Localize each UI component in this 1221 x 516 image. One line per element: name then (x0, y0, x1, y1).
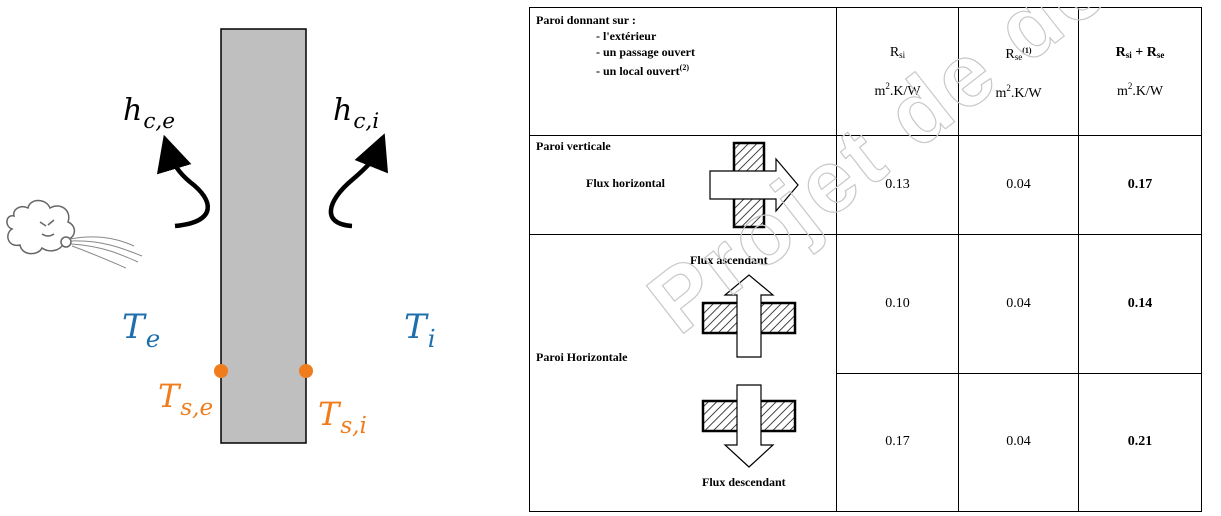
header-rsi-cell: Rsi m2.K/W (836, 7, 959, 136)
horizontal-flux-icon (709, 141, 799, 229)
label-h-ce: hc,e (123, 93, 176, 134)
label-T-se: Ts,e (158, 377, 214, 422)
row-label-paroi-horizontale: Paroi Horizontale (536, 350, 628, 364)
convection-arrow-interior-icon (328, 133, 389, 229)
label-flux-ascendant: Flux ascendant (690, 253, 768, 267)
label-T-si: Ts,i (318, 395, 367, 440)
wind-cloud-icon (6, 199, 143, 269)
value-asc-rsi: 0.10 (836, 234, 959, 374)
label-flux-descendant: Flux descendant (702, 475, 786, 489)
value-asc-sum: 0.14 (1078, 234, 1202, 374)
value-desc-rse: 0.04 (958, 372, 1079, 512)
label-h-ci: hc,i (333, 93, 380, 134)
descending-flux-icon (701, 384, 797, 468)
table-row-vertical: Paroi verticale Flux horizontal 0.13 0.0… (529, 135, 1202, 235)
ascending-flux-icon (701, 274, 797, 358)
table-row-descendant: 0.17 0.04 0.21 (530, 372, 1202, 512)
resistance-table: Paroi donnant sur : - l'extérieur - un p… (529, 7, 1202, 512)
header-sum-cell: Rsi + Rse m2.K/W (1078, 7, 1202, 136)
header-option-exterieur: - l'extérieur (596, 29, 657, 43)
wall (220, 28, 307, 444)
row-vertical-label-cell: Paroi verticale Flux horizontal (529, 135, 837, 235)
header-rse: Rse(1) (1005, 46, 1032, 62)
header-sum: Rsi + Rse (1115, 45, 1165, 60)
header-title: Paroi donnant sur : (536, 13, 636, 27)
value-asc-rse: 0.04 (958, 234, 1079, 374)
label-T-i: Ti (404, 307, 436, 353)
surface-point-interior (299, 364, 313, 378)
header-option-passage: - un passage ouvert (596, 45, 696, 59)
diagram-graphics (6, 28, 389, 444)
header-paroi-cell: Paroi donnant sur : - l'extérieur - un p… (529, 7, 837, 136)
heat-transfer-diagram: hc,e hc,i Te Ti Ts,e Ts,i (0, 0, 500, 516)
row-horizontal-label-cell: Flux ascendant Paroi Horizontale Flux de… (529, 234, 837, 512)
header-rse-unit: m2.K/W (995, 83, 1042, 101)
value-desc-rsi: 0.17 (836, 372, 959, 512)
value-vert-rse: 0.04 (958, 135, 1079, 235)
header-sum-unit: m2.K/W (1116, 81, 1164, 99)
value-vert-rsi: 0.13 (836, 135, 959, 235)
row-label-paroi-verticale: Paroi verticale (536, 139, 611, 153)
label-T-e: Te (122, 307, 161, 353)
value-desc-sum: 0.21 (1078, 372, 1202, 512)
header-rsi: Rsi (889, 45, 906, 60)
row-label-flux-horizontal: Flux horizontal (586, 176, 666, 190)
header-option-local: - un local ouvert(2) (596, 63, 689, 78)
table-header-row: Paroi donnant sur : - l'extérieur - un p… (529, 7, 1202, 136)
table-row-ascendant: Flux ascendant Paroi Horizontale Flux de… (529, 234, 1202, 512)
value-vert-sum: 0.17 (1078, 135, 1202, 235)
convection-arrow-exterior-icon (156, 134, 210, 229)
header-rse-cell: Rse(1) m2.K/W (958, 7, 1079, 136)
surface-point-exterior (214, 364, 228, 378)
header-rsi-unit: m2.K/W (874, 81, 921, 99)
